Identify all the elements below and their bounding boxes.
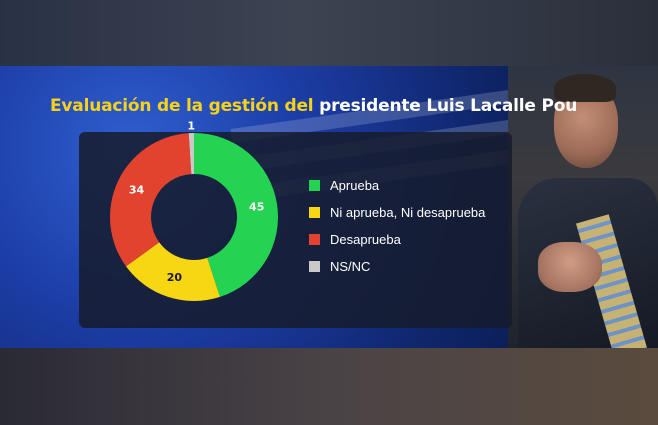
background-bottom-blur — [0, 348, 658, 425]
chart-title-part-1: Evaluación de la gestión del — [50, 96, 320, 116]
donut-chart: 45 20 34 1 — [109, 120, 278, 301]
donut-slice-desaprueba — [109, 133, 192, 267]
donut-slice-ni-aprueba-ni-desaprueba — [126, 242, 220, 301]
legend-swatch-ns-nc — [309, 260, 320, 272]
photo-hand — [538, 242, 602, 292]
legend-swatch-ni-aprueba-ni-desaprueba — [309, 206, 320, 218]
legend-swatch-aprueba — [309, 179, 320, 191]
donut-value-label-desaprueba: 34 — [129, 183, 145, 196]
legend-label-aprueba: Aprueba — [330, 177, 380, 193]
legend-item-ns-nc: NS/NC — [309, 258, 509, 274]
legend-label-ns-nc: NS/NC — [330, 258, 371, 274]
chart-title-part-2: presidente Luis Lacalle Pou — [319, 96, 578, 116]
legend-item-ni-aprueba-ni-desaprueba: Ni aprueba, Ni desaprueba — [309, 204, 509, 220]
photo-hair — [554, 74, 616, 102]
donut-value-label-aprueba: 45 — [249, 201, 264, 214]
legend-swatch-desaprueba — [309, 233, 320, 245]
legend-item-desaprueba: Desaprueba — [309, 231, 509, 247]
donut-slice-aprueba — [194, 133, 278, 297]
donut-slice-ns-nc — [188, 133, 194, 175]
donut-value-label-ni-aprueba-ni-desaprueba: 20 — [167, 271, 183, 284]
donut-value-label-ns-nc: 1 — [187, 120, 195, 133]
chart-title: Evaluación de la gestión del presidente … — [50, 93, 577, 119]
president-photo — [508, 66, 658, 348]
legend-label-desaprueba: Desaprueba — [330, 231, 401, 247]
legend-label-ni-aprueba-ni-desaprueba: Ni aprueba, Ni desaprueba — [330, 204, 486, 220]
legend-item-aprueba: Aprueba — [309, 177, 509, 193]
chart-legend: Aprueba Ni aprueba, Ni desaprueba Desapr… — [309, 178, 509, 286]
background-top-blur — [0, 0, 658, 66]
